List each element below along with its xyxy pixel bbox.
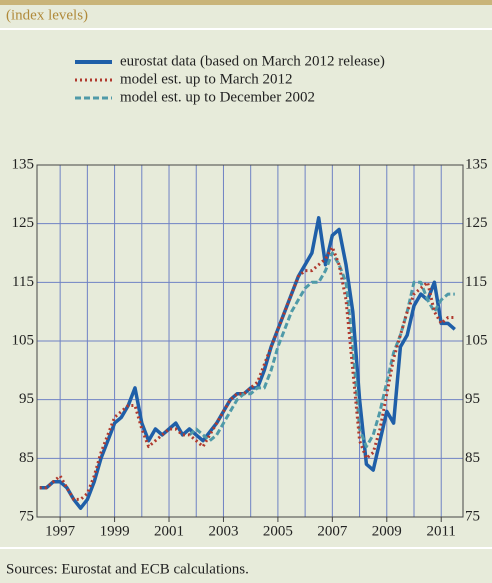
legend-label: model est. up to December 2002 [120,89,315,105]
y-tick-label: 85 [19,450,34,466]
y2-tick-label: 105 [465,332,488,348]
y-tick-label: 135 [12,156,35,172]
y-tick-label: 105 [12,332,35,348]
series-line [188,251,455,449]
x-tick-label: 1999 [100,523,130,539]
x-tick-label: 2011 [426,523,455,539]
y-tick-label: 95 [19,391,34,407]
y-tick-label: 125 [12,215,35,231]
y-tick-label: 115 [12,274,34,290]
x-tick-label: 2009 [372,523,402,539]
x-tick-label: 2005 [263,523,293,539]
source: Sources: Eurostat and ECB calculations. [6,561,249,577]
series-line [39,216,456,510]
plot-frame [36,164,464,518]
x-tick-label: 2007 [317,523,348,539]
legend-label: model est. up to March 2012 [120,71,292,87]
y2-tick-label: 75 [465,508,480,524]
series-line [39,245,455,501]
top-band [0,0,492,5]
y2-tick-label: 125 [465,215,488,231]
y2-tick-label: 135 [465,156,488,172]
x-tick-label: 2001 [154,523,184,539]
y2-tick-label: 85 [465,450,480,466]
x-tick-label: 2003 [208,523,238,539]
legend-label: eurostat data (based on March 2012 relea… [120,53,385,69]
y2-tick-label: 95 [465,391,480,407]
subtitle: (index levels) [6,7,88,23]
y2-tick-label: 115 [465,274,487,290]
y-tick-label: 75 [19,508,34,524]
x-tick-label: 1997 [45,523,76,539]
